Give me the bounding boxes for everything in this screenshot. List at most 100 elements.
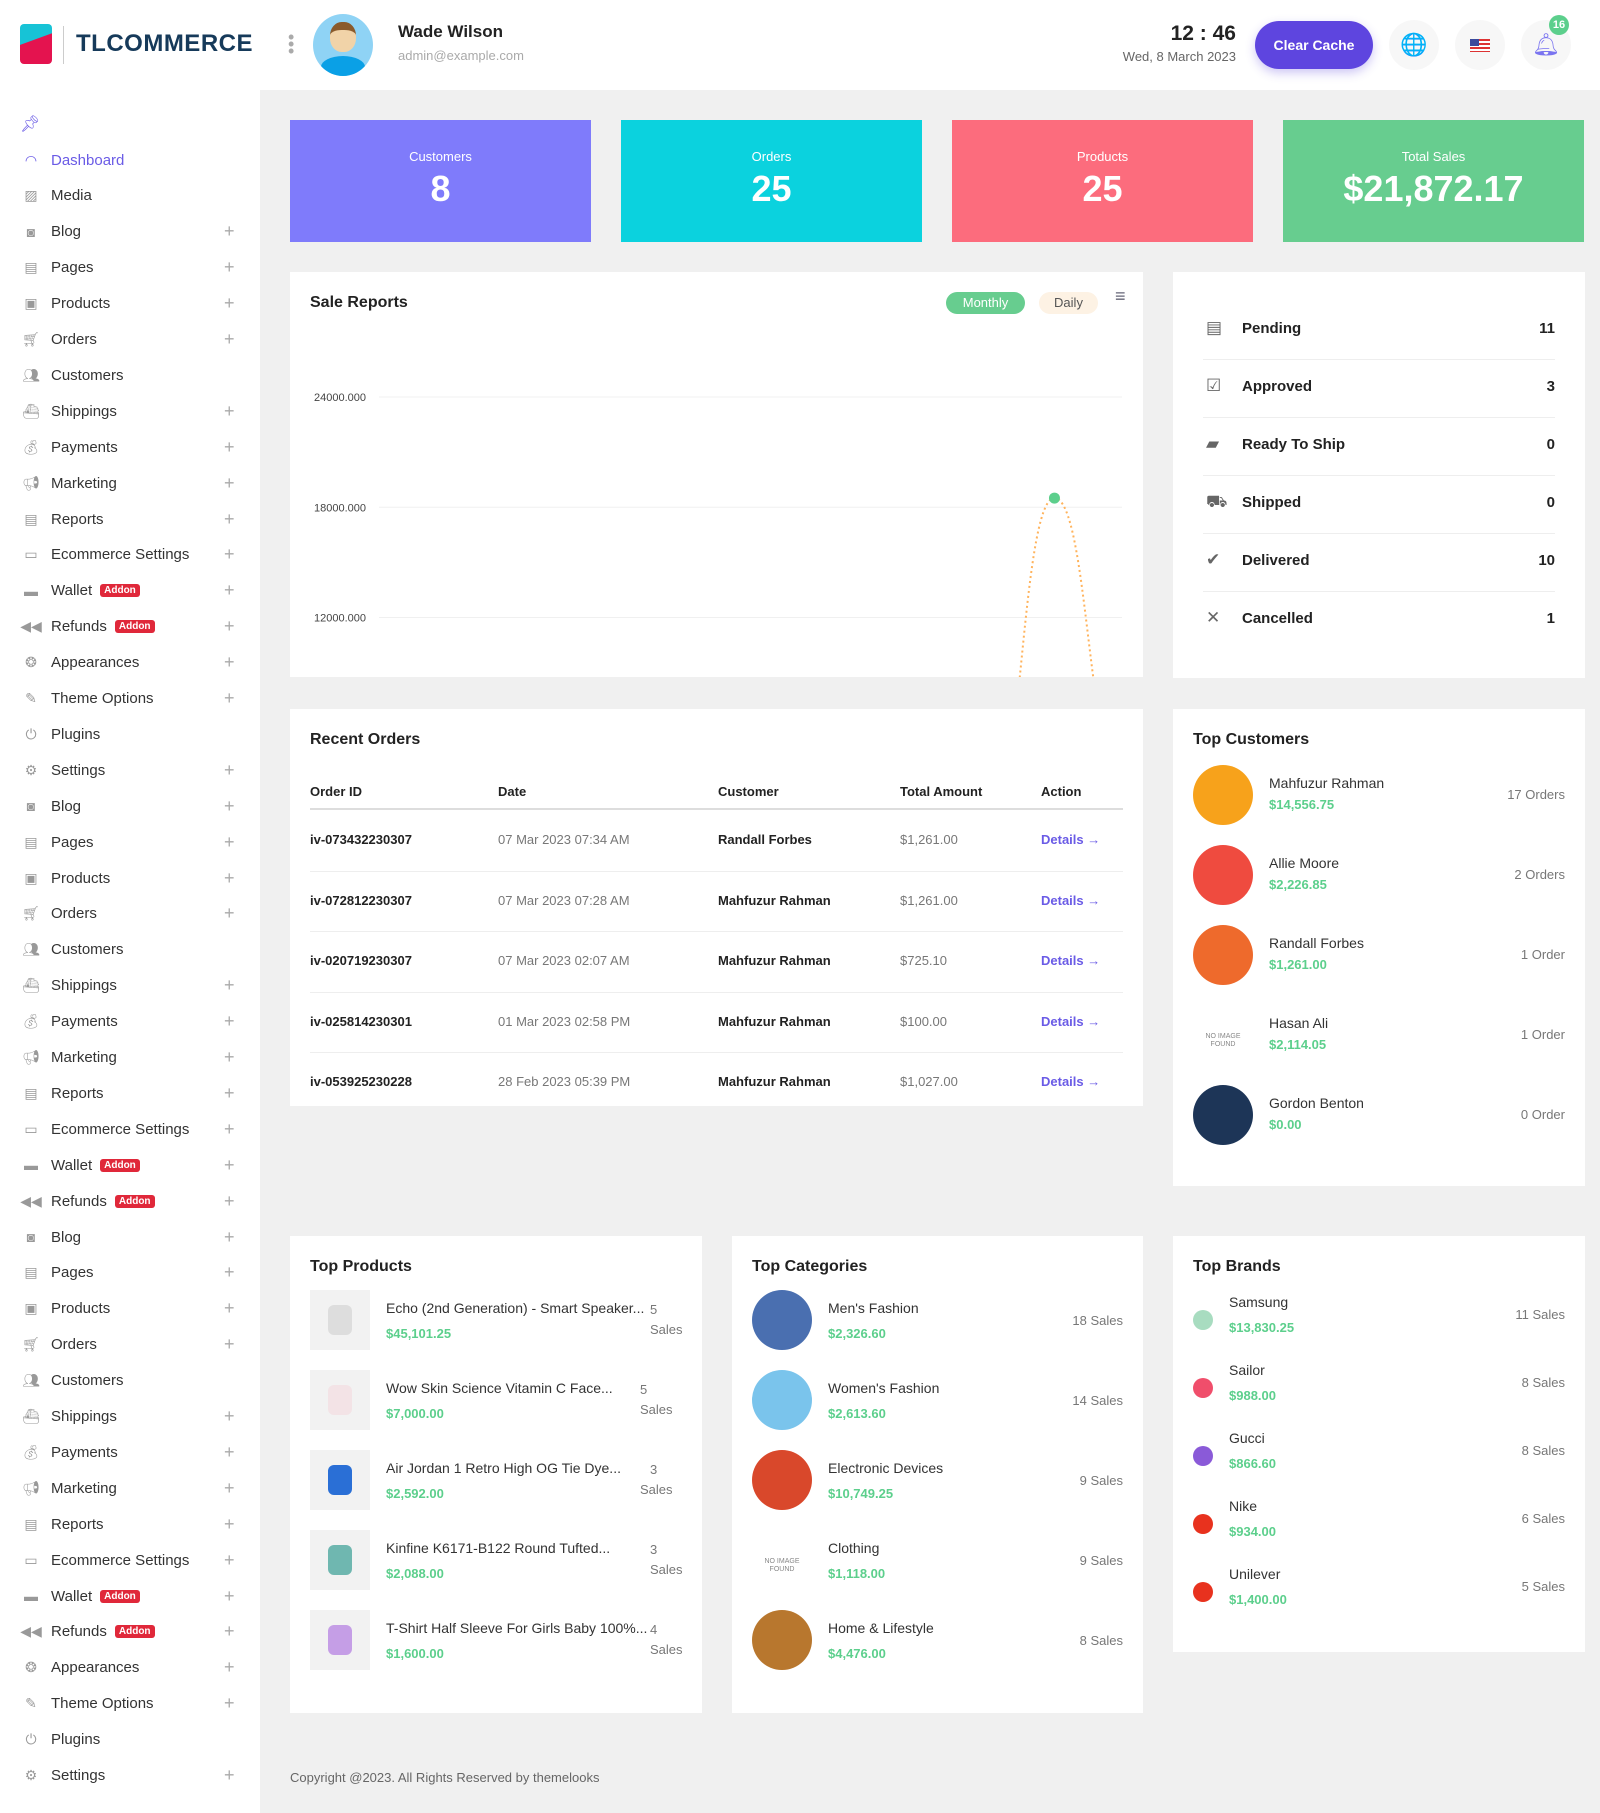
expand-plus-icon[interactable]: +: [224, 903, 235, 924]
expand-plus-icon[interactable]: +: [224, 1047, 235, 1067]
expand-plus-icon[interactable]: +: [224, 831, 235, 852]
sidebar-item-products[interactable]: ▣ Products +: [0, 1291, 260, 1327]
category-item[interactable]: Men's Fashion $2,326.60 18 Sales: [752, 1290, 1123, 1350]
stat-card-customers[interactable]: Customers 8: [290, 120, 591, 242]
brand-name[interactable]: TLCOMMERCE: [76, 30, 253, 57]
sidebar-item-plugins[interactable]: ⏻ Plugins: [0, 716, 260, 752]
expand-plus-icon[interactable]: +: [224, 436, 235, 457]
expand-plus-icon[interactable]: +: [224, 1118, 235, 1139]
brand-item[interactable]: Samsung $13,830.25 11 Sales: [1193, 1292, 1565, 1348]
expand-plus-icon[interactable]: +: [224, 1513, 235, 1534]
expand-plus-icon[interactable]: +: [224, 1693, 235, 1714]
order-status-ready-to-ship[interactable]: ▰ Ready To Ship 0: [1203, 418, 1555, 476]
expand-plus-icon[interactable]: +: [224, 1298, 235, 1319]
sidebar-item-pages[interactable]: ▤ Pages +: [0, 824, 260, 860]
sidebar-item-marketing[interactable]: 📢︎ Marketing +: [0, 1470, 260, 1506]
expand-plus-icon[interactable]: +: [224, 1262, 235, 1283]
language-globe-button[interactable]: 🌐: [1389, 20, 1439, 70]
daily-toggle-button[interactable]: Daily: [1039, 292, 1098, 314]
expand-plus-icon[interactable]: +: [224, 257, 235, 278]
sidebar-item-products[interactable]: ▣ Products +: [0, 286, 260, 322]
sidebar-item-media[interactable]: ▨ Media: [0, 178, 260, 214]
clear-cache-button[interactable]: Clear Cache: [1255, 21, 1373, 69]
customer-item[interactable]: Allie Moore $2,226.85 2 Orders: [1193, 845, 1565, 905]
sidebar-item-theme-options[interactable]: ✎ Theme Options +: [0, 1686, 260, 1722]
sidebar-item-reports[interactable]: ▤ Reports +: [0, 1075, 260, 1111]
sidebar-item-customers[interactable]: 👥︎ Customers: [0, 357, 260, 393]
expand-plus-icon[interactable]: +: [224, 1226, 235, 1247]
order-status-pending[interactable]: ▤ Pending 11: [1203, 302, 1555, 360]
customer-item[interactable]: NO IMAGE FOUND Hasan Ali $2,114.05 1 Ord…: [1193, 1005, 1565, 1065]
expand-plus-icon[interactable]: +: [224, 400, 235, 421]
sidebar-item-settings[interactable]: ⚙ Settings +: [0, 1758, 260, 1794]
expand-plus-icon[interactable]: +: [224, 652, 235, 673]
sidebar-item-refunds[interactable]: ◀◀ Refunds Addon +: [0, 1183, 260, 1219]
logo-icon[interactable]: [20, 24, 52, 64]
category-item[interactable]: Electronic Devices $10,749.25 9 Sales: [752, 1450, 1123, 1510]
brand-item[interactable]: Nike $934.00 6 Sales: [1193, 1496, 1565, 1552]
stat-card-total-sales[interactable]: Total Sales $21,872.17: [1283, 120, 1584, 242]
sidebar-item-ecommerce-settings[interactable]: ▭ Ecommerce Settings +: [0, 1542, 260, 1578]
sidebar-item-pages[interactable]: ▤ Pages +: [0, 250, 260, 286]
sidebar-item-wallet[interactable]: ▬ Wallet Addon +: [0, 1578, 260, 1614]
sidebar-item-blog[interactable]: ◙ Blog +: [0, 214, 260, 250]
details-link[interactable]: Details →: [1041, 892, 1101, 908]
sidebar-item-marketing[interactable]: 📢︎ Marketing +: [0, 1040, 260, 1076]
chart-menu-icon[interactable]: ≡: [1115, 286, 1126, 306]
order-status-delivered[interactable]: ✔ Delivered 10: [1203, 534, 1555, 592]
sidebar-item-orders[interactable]: 🛒︎ Orders +: [0, 1327, 260, 1363]
details-link[interactable]: Details →: [1041, 953, 1101, 968]
expand-plus-icon[interactable]: +: [224, 1334, 235, 1355]
sidebar-item-customers[interactable]: 👥︎ Customers: [0, 1363, 260, 1399]
category-item[interactable]: NO IMAGE FOUND Clothing $1,118.00 9 Sale…: [752, 1530, 1123, 1590]
sidebar-item-payments[interactable]: 💰︎ Payments +: [0, 429, 260, 465]
sidebar-item-wallet[interactable]: ▬ Wallet Addon +: [0, 573, 260, 609]
expand-plus-icon[interactable]: +: [224, 759, 235, 780]
sidebar-item-payments[interactable]: 💰︎ Payments +: [0, 1004, 260, 1040]
customer-item[interactable]: Gordon Benton $0.00 0 Order: [1193, 1085, 1565, 1145]
sidebar-item-blog[interactable]: ◙ Blog +: [0, 788, 260, 824]
expand-plus-icon[interactable]: +: [224, 1011, 235, 1032]
details-link[interactable]: Details →: [1041, 1074, 1101, 1089]
sidebar-item-theme-options[interactable]: ✎ Theme Options +: [0, 681, 260, 717]
product-item[interactable]: Kinfine K6171-B122 Round Tufted... $2,08…: [310, 1530, 683, 1590]
stat-card-products[interactable]: Products 25: [952, 120, 1253, 242]
sidebar-item-wallet[interactable]: ▬ Wallet Addon +: [0, 1147, 260, 1183]
sidebar-item-orders[interactable]: 🛒︎ Orders +: [0, 896, 260, 932]
monthly-toggle-button[interactable]: Monthly: [946, 292, 1025, 314]
expand-plus-icon[interactable]: +: [224, 293, 235, 314]
order-status-approved[interactable]: ☑ Approved 3: [1203, 360, 1555, 418]
sidebar-item-products[interactable]: ▣ Products +: [0, 860, 260, 896]
expand-plus-icon[interactable]: +: [224, 1621, 235, 1642]
expand-plus-icon[interactable]: +: [224, 867, 235, 888]
sidebar-item-appearances[interactable]: ❂ Appearances +: [0, 1650, 260, 1686]
sidebar-item-ecommerce-settings[interactable]: ▭ Ecommerce Settings +: [0, 537, 260, 573]
category-item[interactable]: Women's Fashion $2,613.60 14 Sales: [752, 1370, 1123, 1430]
sidebar-item-marketing[interactable]: 📢︎ Marketing +: [0, 465, 260, 501]
more-vertical-icon[interactable]: • • •: [288, 27, 295, 61]
expand-plus-icon[interactable]: +: [224, 1477, 235, 1498]
sidebar-item-payments[interactable]: 💰︎ Payments +: [0, 1434, 260, 1470]
brand-item[interactable]: Unilever $1,400.00 5 Sales: [1193, 1564, 1565, 1620]
expand-plus-icon[interactable]: +: [224, 329, 235, 349]
brand-item[interactable]: Gucci $866.60 8 Sales: [1193, 1428, 1565, 1484]
sidebar-item-reports[interactable]: ▤ Reports +: [0, 1506, 260, 1542]
expand-plus-icon[interactable]: +: [224, 580, 235, 601]
flag-button[interactable]: [1455, 20, 1505, 70]
customer-item[interactable]: Mahfuzur Rahman $14,556.75 17 Orders: [1193, 765, 1565, 825]
stat-card-orders[interactable]: Orders 25: [621, 120, 922, 242]
product-item[interactable]: Wow Skin Science Vitamin C Face... $7,00…: [310, 1370, 682, 1430]
sidebar-item-plugins[interactable]: ⏻ Plugins: [0, 1722, 260, 1758]
expand-plus-icon[interactable]: +: [224, 975, 235, 996]
order-status-shipped[interactable]: ⛟ Shipped 0: [1203, 476, 1555, 534]
sidebar-item-orders[interactable]: 🛒︎ Orders +: [0, 322, 260, 358]
sidebar-item-shippings[interactable]: ⛴ Shippings +: [0, 1399, 260, 1435]
category-item[interactable]: Home & Lifestyle $4,476.00 8 Sales: [752, 1610, 1123, 1670]
sidebar-item-refunds[interactable]: ◀◀ Refunds Addon +: [0, 1614, 260, 1650]
expand-plus-icon[interactable]: +: [224, 221, 235, 242]
pin-icon[interactable]: 📌︎: [20, 116, 41, 133]
product-item[interactable]: Echo (2nd Generation) - Smart Speaker...…: [310, 1290, 683, 1350]
sidebar-item-ecommerce-settings[interactable]: ▭ Ecommerce Settings +: [0, 1111, 260, 1147]
expand-plus-icon[interactable]: +: [224, 1441, 235, 1462]
sidebar-item-appearances[interactable]: ❂ Appearances +: [0, 645, 260, 681]
